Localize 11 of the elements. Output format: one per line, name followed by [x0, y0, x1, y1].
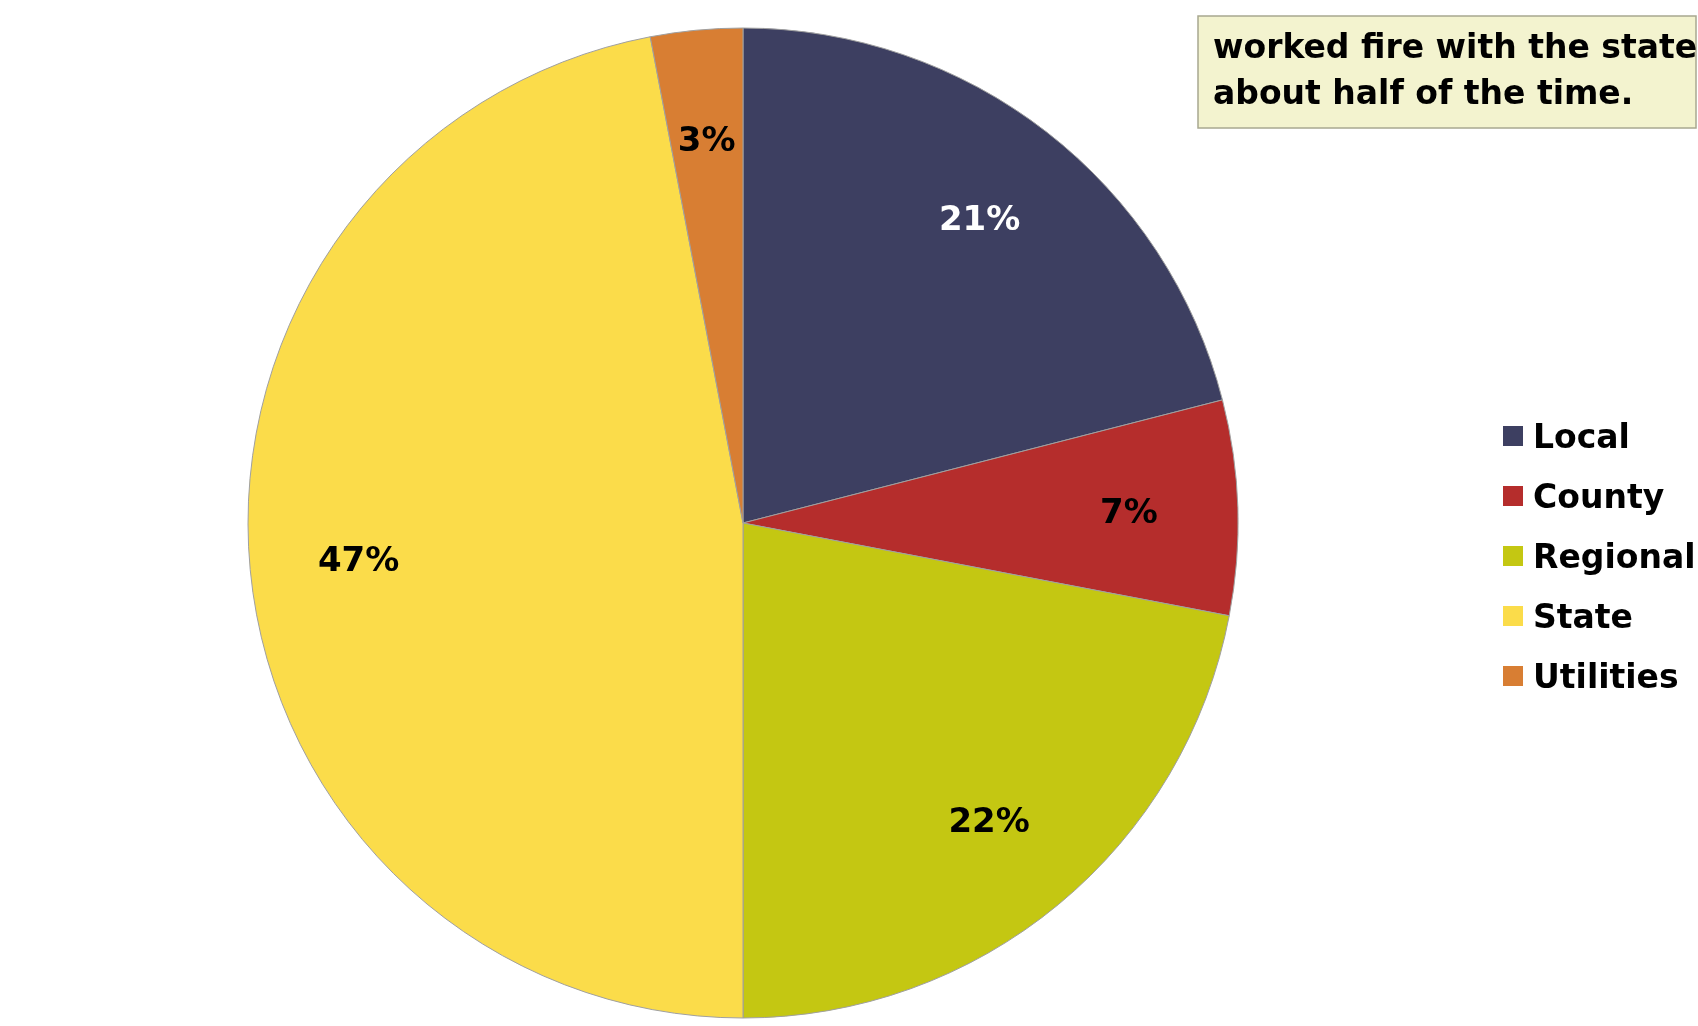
- legend-label: Utilities: [1533, 656, 1679, 696]
- data-label: 47%: [317, 539, 400, 580]
- data-label: 7%: [1100, 490, 1158, 531]
- legend-label: State: [1533, 596, 1633, 636]
- data-label: 22%: [948, 800, 1030, 841]
- text: worked fire with the state about half of the time.: [1213, 27, 1698, 112]
- data-label: 21%: [938, 197, 1021, 238]
- legend-label: Local: [1533, 416, 1630, 456]
- legend-label: County: [1533, 476, 1665, 516]
- legend-label: Regional: [1533, 536, 1696, 576]
- data-label: 3%: [677, 118, 736, 159]
